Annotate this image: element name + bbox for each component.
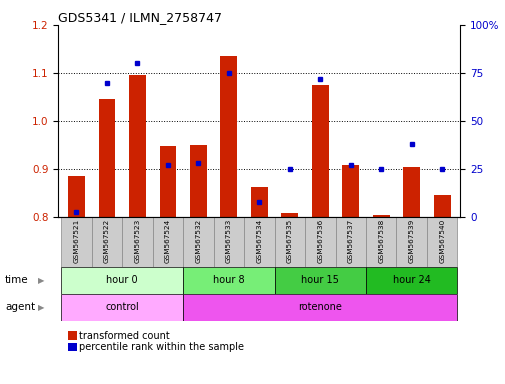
Text: GSM567539: GSM567539 [408,219,414,263]
Bar [365,267,457,294]
Text: rotenone: rotenone [298,302,341,312]
Bar [396,217,426,267]
Text: GSM567540: GSM567540 [438,219,444,263]
Bar [372,215,389,217]
Text: GSM567537: GSM567537 [347,219,353,263]
Bar [189,145,207,217]
Text: hour 8: hour 8 [213,275,244,285]
Bar [243,217,274,267]
Bar [183,267,274,294]
Text: hour 0: hour 0 [106,275,138,285]
Text: transformed count: transformed count [79,331,170,341]
Bar [365,217,396,267]
Bar [433,195,449,217]
Text: GSM567538: GSM567538 [377,219,383,263]
Text: ▶: ▶ [38,276,44,285]
Bar [183,294,457,321]
Text: control: control [105,302,139,312]
Bar [68,176,85,217]
Bar [213,217,243,267]
Text: GSM567532: GSM567532 [195,219,201,263]
Bar [183,217,213,267]
Bar [122,217,153,267]
Bar [61,267,183,294]
Bar [305,217,335,267]
Text: GSM567524: GSM567524 [165,219,171,263]
Text: agent: agent [5,302,35,312]
Bar [61,294,183,321]
Text: hour 24: hour 24 [392,275,430,285]
Bar [274,267,365,294]
Text: GSM567533: GSM567533 [225,219,231,263]
Text: GSM567523: GSM567523 [134,219,140,263]
Bar [153,217,183,267]
Text: time: time [5,275,29,285]
Text: GSM567521: GSM567521 [73,219,79,263]
Bar [129,75,145,217]
Text: GSM567534: GSM567534 [256,219,262,263]
Text: GDS5341 / ILMN_2758747: GDS5341 / ILMN_2758747 [58,11,222,24]
Text: GSM567535: GSM567535 [286,219,292,263]
Bar [61,217,91,267]
Bar [250,187,267,217]
Bar [311,85,328,217]
Bar [98,99,115,217]
Bar [281,213,297,217]
Text: GSM567522: GSM567522 [104,219,110,263]
Bar [220,56,237,217]
Bar [335,217,365,267]
Bar [91,217,122,267]
Text: ▶: ▶ [38,303,44,312]
Text: hour 15: hour 15 [301,275,338,285]
Bar [426,217,457,267]
Bar [274,217,305,267]
Bar [159,146,176,217]
Text: percentile rank within the sample: percentile rank within the sample [79,342,244,352]
Bar [402,167,419,217]
Bar [342,165,359,217]
Text: GSM567536: GSM567536 [317,219,323,263]
